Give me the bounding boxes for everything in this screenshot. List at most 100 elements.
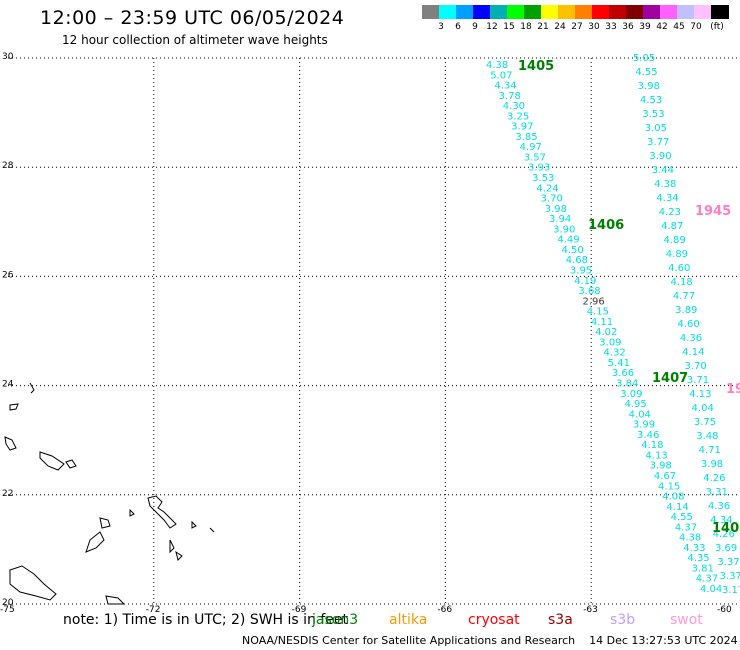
scale-label: 3: [438, 22, 444, 32]
satellite-legend-jason3: jason3: [312, 612, 359, 628]
wave-height-label: 3.37: [720, 571, 740, 582]
scale-label: 42: [656, 22, 668, 32]
wave-height-label: 4.19: [574, 276, 596, 287]
wave-height-label: 3.95: [570, 265, 592, 276]
page-title: 12:00 – 23:59 UTC 06/05/2024: [40, 7, 345, 29]
wave-height-label: 4.04: [700, 584, 722, 595]
wave-height-label: 3.66: [612, 368, 634, 379]
wave-height-label: 3.77: [647, 137, 669, 148]
wave-height-label: 4.97: [520, 142, 542, 153]
orbit-label: 19: [726, 382, 740, 397]
lon-tick-label: -66: [437, 605, 452, 615]
wave-height-label: 4.36: [708, 501, 730, 512]
wave-height-label: 4.36: [680, 333, 702, 344]
coastline: [191, 520, 197, 529]
wave-height-label: 3.98: [701, 459, 723, 470]
wave-height-label: 4.60: [668, 263, 690, 274]
satellite-legend-s3a: s3a: [548, 612, 573, 628]
wave-height-label: 4.15: [658, 481, 680, 492]
scale-unit: (ft): [710, 22, 724, 32]
coastline: [99, 517, 111, 529]
lon-tick-label: -75: [0, 605, 15, 615]
wave-height-label: 4.26: [713, 529, 735, 540]
coastline: [169, 539, 175, 554]
wave-height-label: 3.70: [685, 361, 707, 372]
wave-height-label: 3.94: [549, 214, 571, 225]
scale-swatch: [507, 5, 525, 19]
scale-label: 45: [673, 22, 685, 32]
lat-tick-label: 26: [2, 270, 14, 280]
coastline: [129, 508, 135, 517]
wave-height-label: 4.34: [656, 193, 678, 204]
footer: NOAA/NESDIS Center for Satellite Applica…: [242, 634, 738, 647]
wave-height-label: 4.08: [662, 492, 684, 503]
lat-tick-label: 30: [2, 52, 14, 62]
coastline: [4, 436, 17, 451]
wave-height-label: 3.48: [696, 431, 718, 442]
scale-label: 70: [690, 22, 702, 32]
orbit-label: 1945: [695, 204, 731, 219]
scale-label: 9: [472, 22, 478, 32]
footer-timestamp: 14 Dec 13:27:53 UTC 2024: [589, 634, 738, 647]
coastline: [9, 403, 19, 411]
lat-tick-label: 24: [2, 380, 14, 390]
wave-height-label: 3.90: [553, 224, 575, 235]
coastline: [209, 527, 215, 533]
wave-height-label: 3.69: [715, 543, 737, 554]
wave-height-label: 3.99: [633, 420, 655, 431]
wave-height-label: 3.05: [645, 123, 667, 134]
wave-height-label: 3.17: [722, 585, 740, 596]
wave-height-label: 3.31: [706, 487, 728, 498]
lon-tick-label: -63: [583, 605, 598, 615]
wave-height-label: 4.50: [562, 245, 584, 256]
scale-label: 6: [455, 22, 461, 32]
wave-height-label: 3.71: [687, 375, 709, 386]
wave-height-label: 5.41: [608, 358, 630, 369]
coastline: [85, 531, 105, 553]
wave-height-label: 3.98: [650, 461, 672, 472]
scale-label: 18: [520, 22, 532, 32]
wave-height-label: 3.70: [541, 194, 563, 205]
wave-height-label: 4.34: [494, 81, 516, 92]
wave-height-label: 4.67: [654, 471, 676, 482]
wave-height-label: 4.23: [659, 207, 681, 218]
wave-height-label: 5.07: [490, 70, 512, 81]
wave-height-label: 4.13: [689, 389, 711, 400]
coastline: [29, 382, 35, 394]
wave-height-label: 4.24: [536, 183, 558, 194]
scale-swatch: [575, 5, 593, 19]
scale-label: 21: [537, 22, 549, 32]
wave-height-label: 4.77: [673, 291, 695, 302]
wave-height-label: 3.97: [511, 122, 533, 133]
wave-height-label: 3.90: [649, 151, 671, 162]
wave-height-label: 4.18: [641, 440, 663, 451]
scale-swatch: [592, 5, 610, 19]
satellite-legend-s3b: s3b: [610, 612, 636, 628]
scale-label: 27: [571, 22, 583, 32]
coastline: [65, 459, 77, 469]
wave-height-label: 4.15: [587, 307, 609, 318]
lon-tick-label: -72: [146, 605, 161, 615]
wave-height-label: 3.81: [692, 563, 714, 574]
wave-height-label: 4.30: [503, 101, 525, 112]
wave-height-label: 4.34: [710, 515, 732, 526]
wave-height-label: 4.55: [671, 512, 693, 523]
wave-height-label: 3.09: [620, 389, 642, 400]
scale-swatch: [660, 5, 678, 19]
scale-label: 30: [588, 22, 600, 32]
orbit-label: 1406: [588, 218, 624, 233]
wave-height-label: 4.60: [678, 319, 700, 330]
scale-swatch: [558, 5, 576, 19]
satellite-legend-altika: altika: [389, 612, 428, 628]
lat-tick-label: 20: [2, 598, 14, 608]
wave-height-label: 4.55: [635, 67, 657, 78]
wave-height-label: 4.68: [566, 255, 588, 266]
coastline: [147, 495, 177, 529]
wave-height-label: 4.26: [703, 473, 725, 484]
wave-height-label: 3.46: [637, 430, 659, 441]
scale-swatch: [422, 5, 440, 19]
lat-tick-label: 22: [2, 489, 13, 499]
wave-height-label: 4.04: [692, 403, 714, 414]
wave-height-label: 3.44: [652, 165, 674, 176]
